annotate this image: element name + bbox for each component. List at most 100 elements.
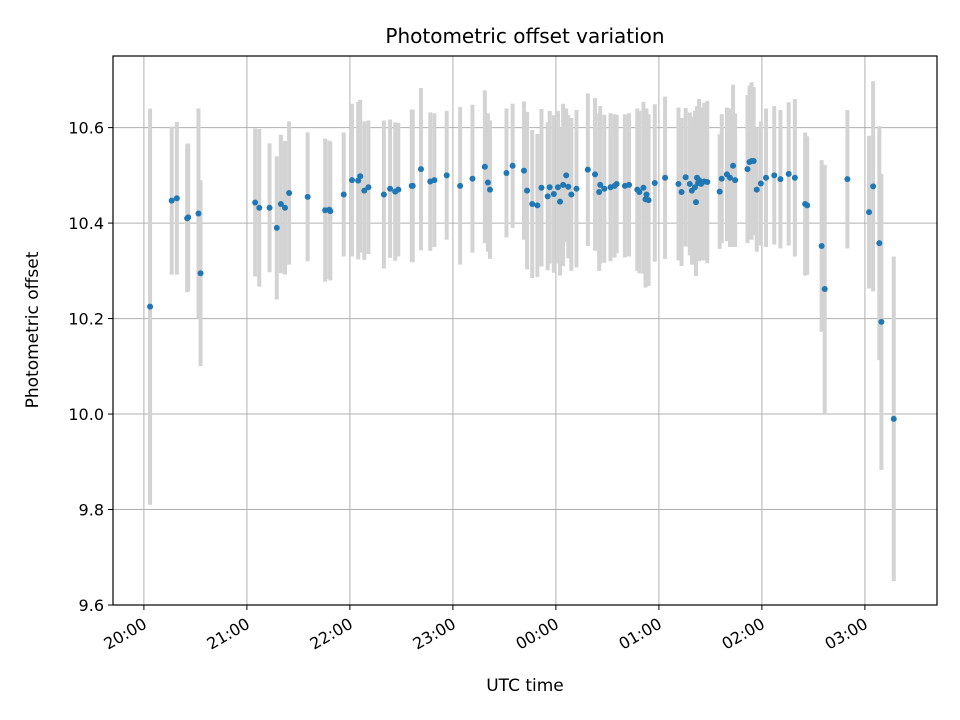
data-point xyxy=(252,199,259,206)
data-point xyxy=(640,184,647,191)
data-point xyxy=(457,182,464,189)
data-point xyxy=(818,243,825,250)
data-point xyxy=(771,172,778,179)
data-point xyxy=(730,162,737,169)
y-tick-label: 9.8 xyxy=(79,501,104,520)
data-point xyxy=(682,174,689,181)
data-point xyxy=(327,208,334,215)
data-point xyxy=(876,240,883,247)
chart-title: Photometric offset variation xyxy=(385,24,664,48)
data-point xyxy=(573,185,580,192)
data-point xyxy=(757,180,764,187)
data-point xyxy=(185,214,192,221)
data-point xyxy=(481,163,488,170)
data-point xyxy=(173,195,180,202)
data-point xyxy=(870,183,877,190)
data-point xyxy=(597,181,604,188)
data-point xyxy=(643,191,650,198)
data-point xyxy=(686,180,693,187)
data-point xyxy=(277,200,284,207)
data-point xyxy=(357,173,364,180)
data-point xyxy=(704,179,711,186)
data-point xyxy=(266,204,273,211)
data-point xyxy=(524,187,531,194)
data-point xyxy=(744,166,751,173)
data-point xyxy=(529,200,536,207)
data-point xyxy=(601,185,608,192)
data-point xyxy=(844,176,851,183)
data-point xyxy=(538,184,545,191)
data-point xyxy=(503,169,510,176)
data-point xyxy=(395,186,402,193)
data-point xyxy=(636,189,643,196)
data-point xyxy=(544,193,551,200)
data-point xyxy=(675,180,682,187)
data-point xyxy=(645,197,652,204)
data-point xyxy=(804,202,811,209)
data-point xyxy=(348,177,355,184)
data-point xyxy=(340,191,347,198)
data-point xyxy=(651,179,658,186)
data-point xyxy=(409,182,416,189)
data-point xyxy=(613,180,620,187)
y-axis-label: Photometric offset xyxy=(23,251,43,408)
data-point xyxy=(785,170,792,177)
data-point xyxy=(486,186,493,193)
data-point xyxy=(550,190,557,197)
data-point xyxy=(256,204,263,211)
data-point xyxy=(365,184,372,191)
data-point xyxy=(509,162,516,169)
data-point xyxy=(443,172,450,179)
data-point xyxy=(626,181,633,188)
data-point xyxy=(546,184,553,191)
data-point xyxy=(753,186,760,193)
data-point xyxy=(361,187,368,194)
x-axis-label: UTC time xyxy=(486,676,564,696)
data-point xyxy=(716,188,723,195)
y-axis-ticks: 9.6 9.8 10.0 10.2 10.4 10.6 xyxy=(68,119,113,615)
data-point xyxy=(520,167,527,174)
data-point xyxy=(691,184,698,191)
data-point xyxy=(596,189,603,196)
y-tick-label: 9.6 xyxy=(79,596,104,615)
data-point xyxy=(878,318,885,325)
data-point xyxy=(791,174,798,181)
data-point xyxy=(678,189,685,196)
data-point xyxy=(431,177,438,184)
data-point xyxy=(282,204,289,211)
y-tick-label: 10.0 xyxy=(68,405,104,424)
data-point xyxy=(866,209,873,216)
data-point xyxy=(565,183,572,190)
y-tick-label: 10.6 xyxy=(68,119,104,138)
data-point xyxy=(726,174,733,181)
data-point xyxy=(732,177,739,184)
data-point xyxy=(286,190,293,197)
data-point xyxy=(484,179,491,186)
y-tick-label: 10.2 xyxy=(68,310,104,329)
data-point xyxy=(387,185,394,192)
data-point xyxy=(560,181,567,188)
data-point xyxy=(554,184,561,191)
data-point xyxy=(168,197,175,204)
data-point xyxy=(557,198,564,205)
data-point xyxy=(197,270,204,277)
data-point xyxy=(592,171,599,178)
data-points xyxy=(147,158,897,422)
data-point xyxy=(273,224,280,231)
plot-frame xyxy=(112,55,938,606)
data-point xyxy=(718,175,725,182)
y-tick-label: 10.4 xyxy=(68,214,104,233)
data-point xyxy=(534,202,541,209)
data-point xyxy=(563,172,570,179)
data-point xyxy=(821,285,828,292)
data-point xyxy=(662,174,669,181)
data-point xyxy=(195,210,202,217)
data-point xyxy=(692,199,699,206)
data-point xyxy=(777,176,784,183)
data-point xyxy=(380,191,387,198)
data-point xyxy=(469,175,476,182)
data-point xyxy=(417,166,424,173)
data-point xyxy=(147,303,154,310)
data-point xyxy=(763,174,770,181)
